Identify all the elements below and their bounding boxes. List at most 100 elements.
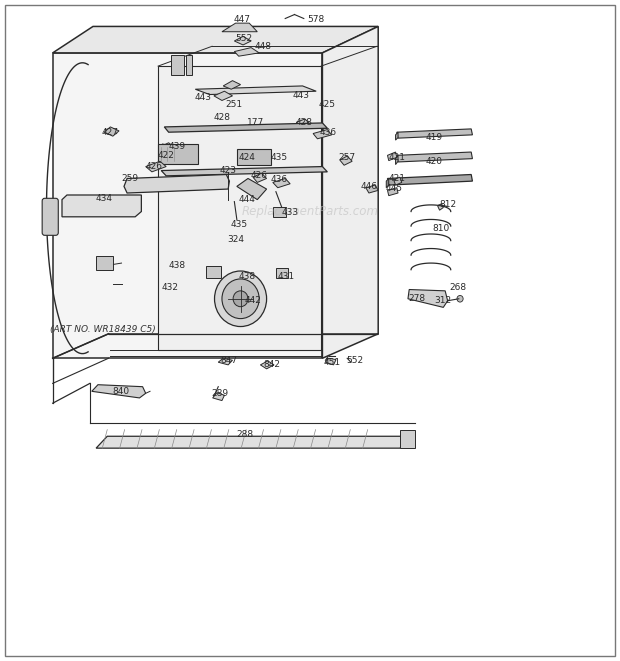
Text: 424: 424 bbox=[238, 153, 255, 162]
Text: 428: 428 bbox=[295, 118, 312, 127]
Text: 445: 445 bbox=[385, 184, 402, 193]
Polygon shape bbox=[53, 53, 322, 358]
Polygon shape bbox=[218, 358, 232, 365]
Bar bbox=[206, 266, 221, 278]
Text: 431: 431 bbox=[278, 272, 295, 281]
Text: 432: 432 bbox=[162, 283, 179, 292]
Polygon shape bbox=[260, 361, 274, 369]
Text: 444: 444 bbox=[238, 195, 255, 204]
Polygon shape bbox=[124, 175, 229, 193]
Polygon shape bbox=[340, 156, 352, 165]
Polygon shape bbox=[388, 175, 472, 185]
Text: ReplacementParts.com: ReplacementParts.com bbox=[242, 205, 378, 218]
Bar bbox=[273, 207, 286, 217]
Circle shape bbox=[271, 153, 281, 164]
Polygon shape bbox=[146, 161, 166, 172]
Circle shape bbox=[222, 279, 259, 319]
Text: 435: 435 bbox=[230, 220, 247, 229]
Text: 438: 438 bbox=[168, 261, 185, 270]
Circle shape bbox=[215, 271, 267, 327]
Circle shape bbox=[246, 115, 256, 126]
Polygon shape bbox=[366, 185, 378, 193]
Circle shape bbox=[233, 291, 248, 307]
Circle shape bbox=[234, 218, 240, 225]
Text: 422: 422 bbox=[157, 151, 175, 160]
Text: 439: 439 bbox=[168, 142, 185, 151]
Polygon shape bbox=[408, 290, 448, 307]
Text: 420: 420 bbox=[425, 157, 443, 167]
Bar bbox=[237, 149, 271, 165]
Polygon shape bbox=[214, 91, 232, 100]
Polygon shape bbox=[237, 178, 267, 200]
Text: 177: 177 bbox=[247, 118, 264, 127]
Text: 259: 259 bbox=[122, 174, 139, 183]
Polygon shape bbox=[326, 358, 336, 365]
Bar bbox=[276, 268, 288, 278]
Bar bbox=[170, 55, 184, 75]
Polygon shape bbox=[92, 385, 146, 398]
Text: 428: 428 bbox=[213, 113, 231, 122]
Polygon shape bbox=[164, 123, 327, 132]
Circle shape bbox=[104, 280, 113, 289]
Polygon shape bbox=[313, 130, 332, 139]
Polygon shape bbox=[234, 36, 251, 45]
Bar bbox=[400, 430, 415, 448]
Polygon shape bbox=[158, 66, 321, 350]
Text: 433: 433 bbox=[281, 208, 299, 217]
Bar bbox=[186, 55, 192, 75]
Text: 436: 436 bbox=[320, 128, 337, 137]
FancyBboxPatch shape bbox=[42, 198, 58, 235]
Polygon shape bbox=[386, 178, 389, 188]
Polygon shape bbox=[96, 436, 411, 448]
Text: 434: 434 bbox=[95, 194, 113, 203]
Text: (ART NO. WR18439 C5): (ART NO. WR18439 C5) bbox=[50, 325, 156, 334]
Text: 451: 451 bbox=[323, 358, 340, 367]
Polygon shape bbox=[222, 23, 257, 32]
Text: 552: 552 bbox=[235, 34, 252, 43]
Polygon shape bbox=[53, 26, 378, 53]
Text: 446: 446 bbox=[360, 182, 378, 191]
Text: 812: 812 bbox=[439, 200, 456, 210]
Circle shape bbox=[457, 295, 463, 302]
Text: 425: 425 bbox=[319, 100, 336, 109]
Text: 423: 423 bbox=[219, 166, 237, 175]
Polygon shape bbox=[388, 152, 397, 161]
Text: 443: 443 bbox=[292, 91, 309, 100]
Text: 436: 436 bbox=[270, 175, 288, 184]
Text: 312: 312 bbox=[435, 296, 452, 305]
Text: 448: 448 bbox=[255, 42, 272, 51]
Text: 847: 847 bbox=[221, 356, 238, 365]
Text: 421: 421 bbox=[388, 153, 405, 162]
Polygon shape bbox=[223, 81, 241, 89]
Text: 421: 421 bbox=[388, 174, 405, 183]
Text: 578: 578 bbox=[308, 15, 325, 24]
Text: 447: 447 bbox=[233, 15, 250, 24]
Text: 442: 442 bbox=[244, 296, 262, 305]
Text: 435: 435 bbox=[270, 153, 288, 162]
Text: 842: 842 bbox=[263, 360, 280, 369]
Polygon shape bbox=[273, 178, 290, 188]
Polygon shape bbox=[161, 167, 327, 176]
Polygon shape bbox=[394, 177, 402, 185]
Bar bbox=[96, 256, 113, 270]
Polygon shape bbox=[397, 152, 472, 162]
Polygon shape bbox=[104, 127, 119, 136]
Polygon shape bbox=[195, 86, 316, 95]
Polygon shape bbox=[213, 393, 224, 401]
Text: 251: 251 bbox=[226, 100, 243, 109]
Polygon shape bbox=[322, 26, 378, 358]
Text: 426: 426 bbox=[250, 171, 268, 180]
Polygon shape bbox=[438, 204, 443, 210]
Text: 810: 810 bbox=[433, 223, 450, 233]
Polygon shape bbox=[253, 173, 267, 182]
Polygon shape bbox=[388, 188, 398, 196]
Text: 257: 257 bbox=[339, 153, 356, 162]
Text: 324: 324 bbox=[227, 235, 244, 244]
Text: 427: 427 bbox=[102, 128, 119, 137]
Polygon shape bbox=[396, 155, 398, 165]
Text: 426: 426 bbox=[145, 162, 162, 171]
Polygon shape bbox=[160, 143, 174, 151]
Polygon shape bbox=[296, 119, 310, 127]
Text: 288: 288 bbox=[236, 430, 254, 440]
Text: 443: 443 bbox=[195, 93, 212, 102]
